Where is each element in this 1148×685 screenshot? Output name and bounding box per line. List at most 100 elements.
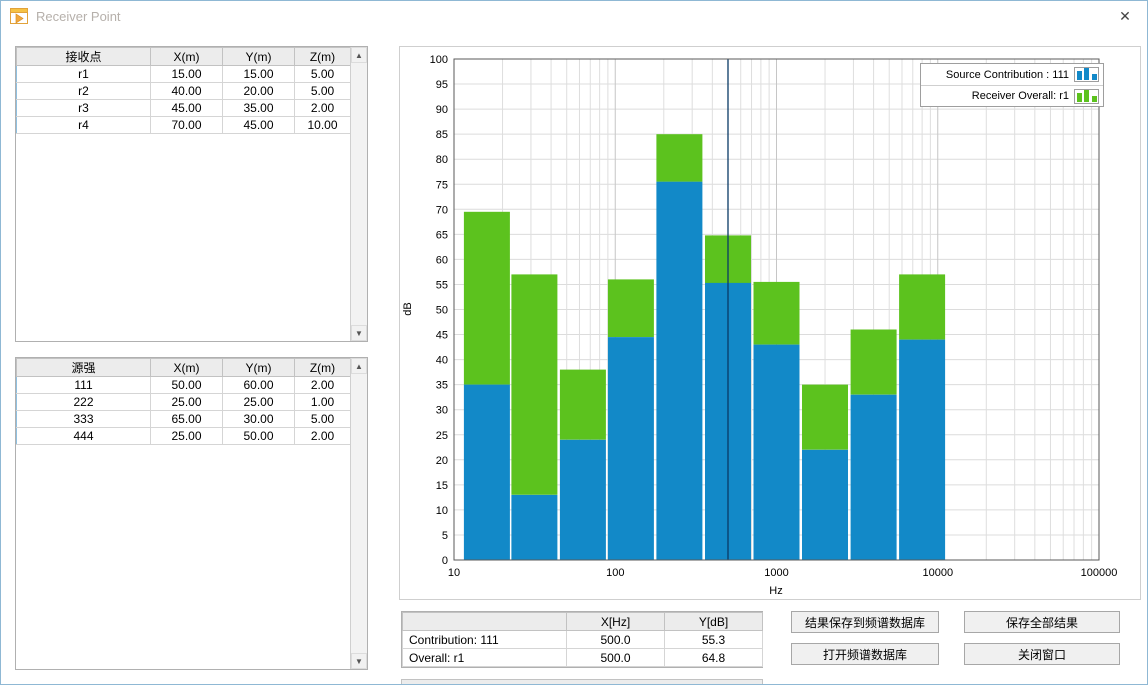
readout-cell: Contribution: 111: [403, 631, 567, 649]
legend-plot-icon-overall[interactable]: [1074, 89, 1099, 104]
svg-text:15: 15: [436, 480, 448, 492]
svg-text:35: 35: [436, 380, 448, 392]
table-cell[interactable]: 50.00: [223, 428, 295, 445]
column-header[interactable]: Z(m): [295, 48, 351, 66]
svg-text:60: 60: [436, 254, 448, 266]
table-cell[interactable]: 45.00: [151, 100, 223, 117]
table-row[interactable]: 33365.0030.005.00: [17, 411, 351, 428]
table-cell[interactable]: 15.00: [223, 66, 295, 83]
table-cell[interactable]: 10.00: [295, 117, 351, 134]
table-cell[interactable]: 5.00: [295, 66, 351, 83]
table-cell[interactable]: 65.00: [151, 411, 223, 428]
table-cell[interactable]: 25.00: [151, 394, 223, 411]
table-row[interactable]: 22225.0025.001.00: [17, 394, 351, 411]
table-cell[interactable]: 333: [17, 411, 151, 428]
legend-item-overall[interactable]: Receiver Overall: r1: [921, 85, 1103, 106]
svg-text:100: 100: [606, 567, 624, 579]
legend-plot-icon-contribution[interactable]: [1074, 67, 1099, 82]
table-cell[interactable]: 30.00: [223, 411, 295, 428]
svg-text:10: 10: [436, 505, 448, 517]
table-cell[interactable]: 20.00: [223, 83, 295, 100]
table-cell[interactable]: 111: [17, 377, 151, 394]
y-axis-label: dB: [402, 302, 414, 315]
table-cell[interactable]: 25.00: [151, 428, 223, 445]
table-cell[interactable]: 5.00: [295, 411, 351, 428]
table-cell[interactable]: 1.00: [295, 394, 351, 411]
titlebar[interactable]: Receiver Point ✕: [1, 1, 1147, 31]
svg-text:85: 85: [436, 129, 448, 141]
table-cell[interactable]: 25.00: [223, 394, 295, 411]
readout-cell: 500.0: [567, 649, 665, 667]
legend-label-overall: Receiver Overall: r1: [972, 90, 1069, 102]
receiver-point-table[interactable]: 接收点X(m)Y(m)Z(m)r115.0015.005.00r240.0020…: [15, 46, 368, 342]
column-header[interactable]: Y(m): [223, 48, 295, 66]
table-cell[interactable]: 5.00: [295, 83, 351, 100]
table-cell[interactable]: 2.00: [295, 428, 351, 445]
source-strength-table[interactable]: 源强X(m)Y(m)Z(m)11150.0060.002.0022225.002…: [15, 357, 368, 670]
table-row[interactable]: r470.0045.0010.00: [17, 117, 351, 134]
svg-text:65: 65: [436, 229, 448, 241]
table-cell[interactable]: 2.00: [295, 100, 351, 117]
scrollbar[interactable]: ▲▼: [350, 358, 367, 669]
table-cell[interactable]: r3: [17, 100, 151, 117]
close-window-button[interactable]: 关闭窗口: [964, 643, 1120, 665]
table-cell[interactable]: 2.00: [295, 377, 351, 394]
scroll-down-icon[interactable]: ▼: [351, 653, 367, 669]
scrollbar[interactable]: ▲▼: [350, 47, 367, 341]
scroll-down-icon[interactable]: ▼: [351, 325, 367, 341]
svg-text:30: 30: [436, 405, 448, 417]
svg-text:1000: 1000: [764, 567, 788, 579]
svg-text:20: 20: [436, 455, 448, 467]
legend-item-contribution[interactable]: Source Contribution : 111: [921, 64, 1103, 85]
table-row[interactable]: 11150.0060.002.00: [17, 377, 351, 394]
spectrum-chart[interactable]: 0510152025303540455055606570758085909510…: [400, 47, 1142, 601]
column-header[interactable]: Y(m): [223, 359, 295, 377]
svg-text:90: 90: [436, 104, 448, 116]
svg-text:100000: 100000: [1081, 567, 1118, 579]
legend-label-contribution: Source Contribution : 111: [946, 69, 1069, 81]
column-header[interactable]: X(m): [151, 359, 223, 377]
table-cell[interactable]: r1: [17, 66, 151, 83]
column-header[interactable]: 源强: [17, 359, 151, 377]
svg-text:45: 45: [436, 330, 448, 342]
table-cell[interactable]: r4: [17, 117, 151, 134]
table-cell[interactable]: 50.00: [151, 377, 223, 394]
open-spectrum-db-button[interactable]: 打开频谱数据库: [791, 643, 939, 665]
svg-text:95: 95: [436, 79, 448, 91]
table-cell[interactable]: 60.00: [223, 377, 295, 394]
table-cell[interactable]: 45.00: [223, 117, 295, 134]
table-cell[interactable]: 15.00: [151, 66, 223, 83]
readout-cell: 64.8: [665, 649, 763, 667]
readout-row[interactable]: Overall: r1500.064.8: [403, 649, 763, 667]
table-cell[interactable]: 444: [17, 428, 151, 445]
readout-cell: 500.0: [567, 631, 665, 649]
table-cell[interactable]: 70.00: [151, 117, 223, 134]
chart-legend[interactable]: Source Contribution : 111 Receiver Overa…: [920, 63, 1104, 107]
table-row[interactable]: 44425.0050.002.00: [17, 428, 351, 445]
table-cell[interactable]: 222: [17, 394, 151, 411]
close-icon[interactable]: ✕: [1103, 1, 1147, 31]
scroll-up-icon[interactable]: ▲: [351, 358, 367, 374]
save-result-to-spectrum-db-button[interactable]: 结果保存到频谱数据库: [791, 611, 939, 633]
table-cell[interactable]: r2: [17, 83, 151, 100]
svg-text:5: 5: [442, 530, 448, 542]
svg-text:55: 55: [436, 279, 448, 291]
table-row[interactable]: r240.0020.005.00: [17, 83, 351, 100]
save-all-results-button[interactable]: 保存全部结果: [964, 611, 1120, 633]
table-cell[interactable]: 35.00: [223, 100, 295, 117]
table-cell[interactable]: 40.00: [151, 83, 223, 100]
cursor-readout-table[interactable]: X[Hz]Y[dB]Contribution: 111500.055.3Over…: [401, 611, 763, 668]
readout-cell: 55.3: [665, 631, 763, 649]
column-header[interactable]: Z(m): [295, 359, 351, 377]
column-header[interactable]: 接收点: [17, 48, 151, 66]
table-row[interactable]: r115.0015.005.00: [17, 66, 351, 83]
readout-row[interactable]: Contribution: 111500.055.3: [403, 631, 763, 649]
svg-text:0: 0: [442, 555, 448, 567]
x-axis-label: Hz: [769, 585, 782, 597]
table-row[interactable]: r345.0035.002.00: [17, 100, 351, 117]
svg-text:40: 40: [436, 355, 448, 367]
column-header[interactable]: X(m): [151, 48, 223, 66]
svg-text:100: 100: [430, 54, 448, 66]
scroll-up-icon[interactable]: ▲: [351, 47, 367, 63]
readout-cell: Overall: r1: [403, 649, 567, 667]
